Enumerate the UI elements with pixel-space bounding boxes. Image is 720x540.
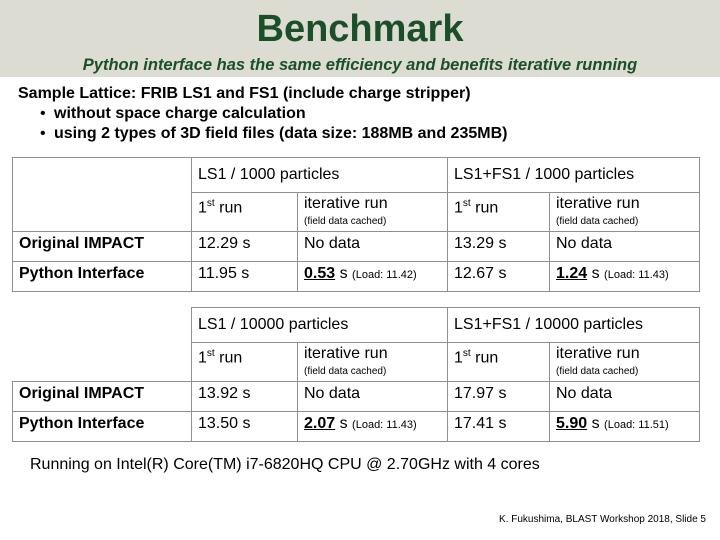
row-label: Python Interface (12, 261, 192, 292)
iterative-run-header: iterative run (field data cached) (297, 192, 448, 232)
value-cell: 13.29 s (447, 231, 550, 262)
group-header-ls1-fs1: LS1+FS1 / 1000 particles (447, 157, 700, 193)
benchmark-table-1000: LS1 / 1000 particles LS1+FS1 / 1000 part… (12, 157, 700, 292)
value-cell: No data (297, 381, 448, 412)
value-cell: No data (549, 231, 700, 262)
row-label: Python Interface (12, 411, 192, 442)
first-run-header: 1st run (191, 342, 298, 382)
iterative-run-header: iterative run (field data cached) (549, 342, 700, 382)
table-row: Original IMPACT 12.29 s No data 13.29 s … (12, 231, 700, 262)
slide-subtitle: Python interface has the same efficiency… (82, 56, 638, 74)
value-cell: 12.67 s (447, 261, 550, 292)
value-cell: 12.29 s (191, 231, 298, 262)
slide-title: Benchmark (256, 8, 464, 50)
value-cell: 0.53 s (Load: 11.42) (297, 261, 448, 292)
group-header-ls1: LS1 / 1000 particles (191, 157, 448, 193)
row-label: Original IMPACT (12, 381, 192, 412)
value-cell: 2.07 s (Load: 11.43) (297, 411, 448, 442)
header-band (0, 0, 720, 77)
value-cell: 13.92 s (191, 381, 298, 412)
iterative-run-header: iterative run (field data cached) (549, 192, 700, 232)
group-header-ls1: LS1 / 10000 particles (191, 307, 448, 343)
first-run-header: 1st run (191, 192, 298, 232)
empty-corner-cell (12, 157, 192, 232)
value-cell: 17.41 s (447, 411, 550, 442)
value-cell: 1.24 s (Load: 11.43) (549, 261, 700, 292)
empty-corner-cell (12, 307, 192, 382)
intro-bullet: using 2 types of 3D field files (data si… (18, 124, 507, 144)
intro-block: Sample Lattice: FRIB LS1 and FS1 (includ… (18, 84, 507, 144)
value-cell: No data (297, 231, 448, 262)
value-cell: 13.50 s (191, 411, 298, 442)
table-row: Original IMPACT 13.92 s No data 17.97 s … (12, 381, 700, 412)
intro-line: Sample Lattice: FRIB LS1 and FS1 (includ… (18, 85, 471, 102)
first-run-header: 1st run (447, 192, 550, 232)
intro-bullet: without space charge calculation (18, 104, 507, 124)
table-row: Python Interface 13.50 s 2.07 s (Load: 1… (12, 411, 700, 442)
value-cell: No data (549, 381, 700, 412)
value-cell: 11.95 s (191, 261, 298, 292)
value-cell: 5.90 s (Load: 11.51) (549, 411, 700, 442)
group-header-ls1-fs1: LS1+FS1 / 10000 particles (447, 307, 700, 343)
benchmark-table-10000: LS1 / 10000 particles LS1+FS1 / 10000 pa… (12, 307, 700, 442)
value-cell: 17.97 s (447, 381, 550, 412)
first-run-header: 1st run (447, 342, 550, 382)
iterative-run-header: iterative run (field data cached) (297, 342, 448, 382)
row-label: Original IMPACT (12, 231, 192, 262)
hardware-note: Running on Intel(R) Core(TM) i7-6820HQ C… (30, 456, 540, 473)
table-row: Python Interface 11.95 s 0.53 s (Load: 1… (12, 261, 700, 292)
slide-credit: K. Fukushima, BLAST Workshop 2018, Slide… (499, 514, 706, 525)
